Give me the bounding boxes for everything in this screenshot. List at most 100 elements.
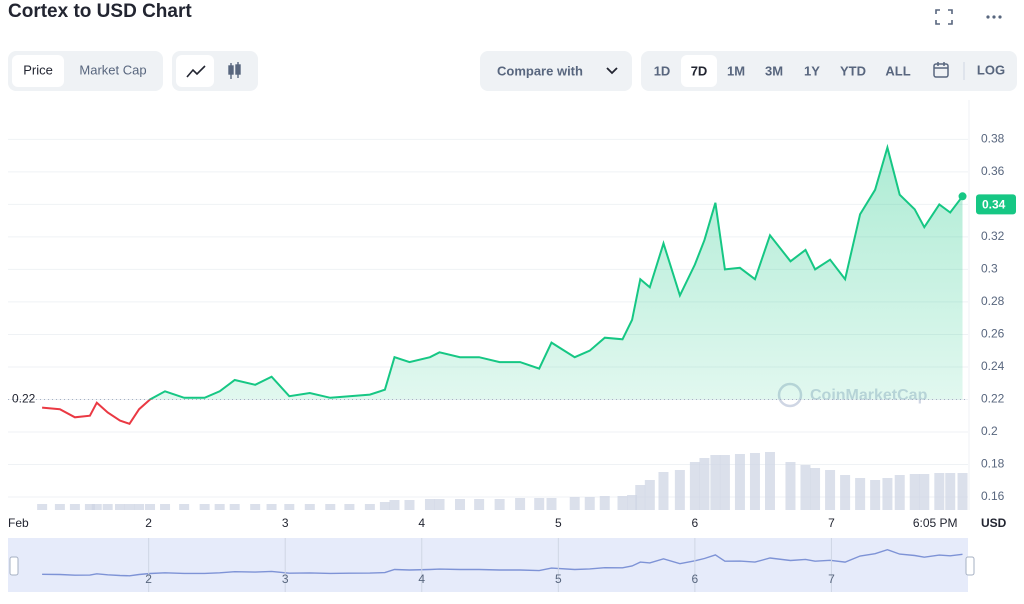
current-price-box [976, 194, 1016, 215]
range-button[interactable]: YTD [840, 63, 866, 78]
volume-bar [91, 504, 102, 510]
volume-bar [54, 504, 65, 510]
volume-bar [749, 453, 760, 510]
range-button[interactable]: 1M [727, 63, 745, 78]
volume-bar [734, 454, 745, 510]
volume-bar [379, 502, 390, 510]
navigator-line [42, 548, 963, 577]
volume-bar [229, 504, 240, 510]
x-tick-label: Feb [8, 516, 29, 530]
volume-bar [569, 497, 580, 510]
volume-bar [689, 462, 700, 510]
volume-bar [37, 504, 48, 510]
volume-bar [214, 504, 225, 510]
current-point [958, 192, 967, 201]
calendar-icon[interactable] [933, 62, 949, 78]
volume-bar [434, 499, 445, 510]
volume-bar [145, 504, 156, 510]
volume-bar [84, 504, 95, 510]
candle-icon[interactable] [228, 62, 241, 79]
volume-bar [800, 465, 811, 510]
volume-bar [114, 504, 125, 510]
y-tick-label: 0.38 [981, 132, 1005, 146]
y-unit: USD [981, 516, 1007, 530]
volume-bar [102, 504, 113, 510]
volume-bar [945, 473, 956, 510]
volume-bar [674, 470, 685, 510]
volume-bar [957, 473, 968, 510]
volume-bar [635, 485, 646, 510]
volume-bar [424, 499, 435, 510]
range-button[interactable]: 3M [765, 63, 783, 78]
volume-bar [134, 504, 145, 510]
volume-bar [810, 468, 821, 510]
volume-bar [160, 504, 171, 510]
volume-bar [69, 504, 80, 510]
navigator-handle[interactable] [965, 556, 975, 576]
dropdown-arrow [606, 67, 618, 75]
volume-bar [304, 504, 315, 510]
y-tick-label: 0.28 [981, 294, 1005, 308]
range-button[interactable]: 1D [654, 63, 671, 78]
y-tick-label: 0.2 [981, 424, 998, 438]
volume-bar [534, 498, 545, 510]
y-tick-label: 0.16 [981, 489, 1005, 503]
navigator-tick-label: 3 [282, 572, 289, 586]
volume-bar [658, 472, 669, 510]
price-tab-label[interactable]: Price [23, 62, 53, 77]
volume-bar [546, 498, 557, 510]
y-tick-label: 0.24 [981, 359, 1005, 373]
y-tick-label: 0.26 [981, 327, 1005, 341]
navigator [8, 538, 968, 592]
fullscreen-icon[interactable] [935, 9, 953, 25]
market-cap-tab-label[interactable]: Market Cap [79, 62, 146, 77]
volume-bar [266, 504, 277, 510]
range-button[interactable]: 1Y [804, 63, 820, 78]
volume-bar [764, 452, 775, 510]
range-toggle [641, 51, 1017, 91]
volume-bar [627, 495, 638, 510]
navigator-tick-label: 5 [555, 572, 562, 586]
compare-dropdown[interactable] [480, 51, 632, 91]
volume-bar [284, 504, 295, 510]
volume-bar [599, 496, 610, 510]
volume-bar [894, 475, 905, 510]
navigator-tick-label: 2 [145, 572, 152, 586]
price-area [150, 147, 963, 400]
log-button[interactable]: LOG [977, 62, 1005, 77]
price-line-up [148, 143, 964, 400]
volume-bar [934, 473, 945, 510]
volume-bar [364, 504, 375, 510]
chart-title: Cortex to USD Chart [8, 1, 192, 22]
price-tab[interactable] [12, 55, 64, 87]
navigator-handle[interactable] [9, 556, 19, 576]
y-tick-label: 0.22 [981, 392, 1005, 406]
navigator-tick-label: 7 [828, 572, 835, 586]
more-icon[interactable] [986, 15, 1002, 19]
volume-bar [515, 498, 526, 510]
current-price-label: 0.34 [982, 198, 1006, 212]
y-tick-label: 0.36 [981, 164, 1005, 178]
volume-bar [584, 497, 595, 510]
volume-bar [494, 499, 505, 510]
range-selected [681, 55, 717, 87]
range-button[interactable]: ALL [885, 63, 910, 78]
navigator-tick-label: 4 [418, 572, 425, 586]
volume-bar [404, 500, 415, 510]
navigator-tick-label: 6 [692, 572, 699, 586]
volume-bar [719, 455, 730, 510]
x-tick-label: 6:05 PM [913, 516, 958, 530]
volume-bar [474, 499, 485, 510]
x-tick-label: 7 [828, 516, 835, 530]
volume-bar [909, 474, 920, 510]
compare-label[interactable]: Compare with [497, 63, 583, 78]
volume-bar [389, 500, 400, 510]
x-tick-label: 5 [555, 516, 562, 530]
volume-bar [870, 480, 881, 510]
volume-bar [455, 499, 466, 510]
x-tick-label: 4 [418, 516, 425, 530]
volume-bar [699, 458, 710, 510]
range-button[interactable]: 7D [691, 63, 708, 78]
